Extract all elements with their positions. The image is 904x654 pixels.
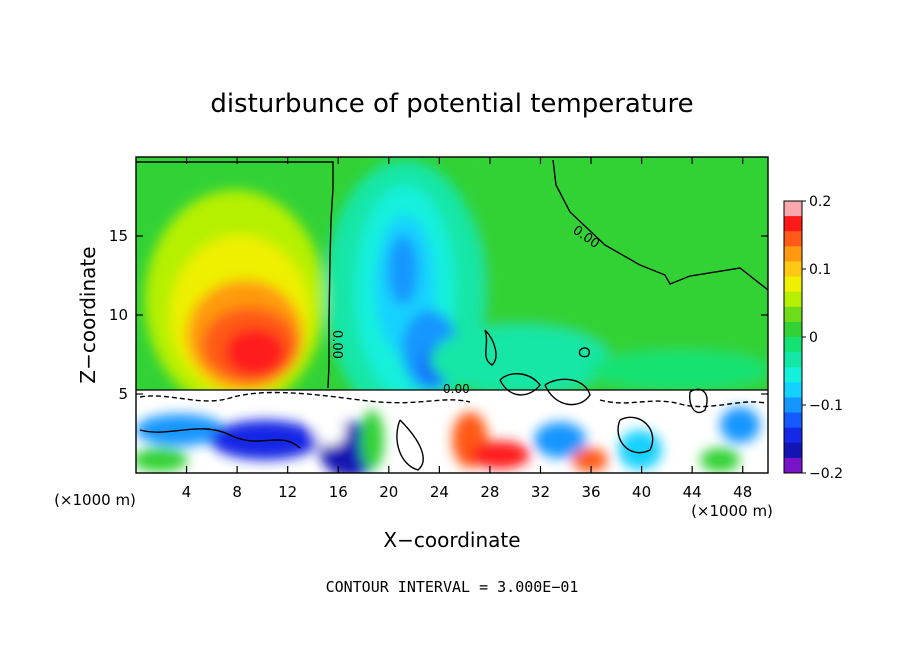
plot-area: 0.00 0.00 0.00 — [136, 157, 768, 473]
x-tick-label: 12 — [278, 483, 297, 501]
dashed-contour — [139, 391, 471, 404]
lower-blob — [136, 448, 188, 472]
contour-interval: CONTOUR INTERVAL = 3.000E−01 — [326, 578, 579, 596]
contour — [617, 416, 654, 454]
colorbar-swatch — [784, 276, 802, 293]
colorbar-swatch — [784, 306, 802, 323]
field-cold-low-4 — [590, 350, 768, 390]
colorbar-swatch — [784, 246, 802, 262]
x-axis: 4 8 12 16 20 24 28 32 36 40 44 48 — [182, 157, 752, 501]
field-cold-low-3 — [430, 325, 610, 395]
colorbar-swatch — [784, 231, 802, 247]
lower-blob — [572, 448, 608, 472]
lower-blob — [720, 407, 760, 443]
x-unit-left: (×1000 m) — [54, 491, 136, 509]
contour-label: 0.00 — [443, 382, 470, 396]
colorbar-tick-label: 0.2 — [809, 194, 831, 210]
colorbar-swatch — [784, 201, 802, 217]
y-tick-label: 5 — [118, 385, 128, 403]
colorbar-ticks: 0.2 0.1 0 −0.1 −0.2 — [802, 194, 843, 482]
x-tick-label: 4 — [182, 483, 192, 501]
zero-contour-left — [136, 161, 334, 389]
x-unit-right: (×1000 m) — [691, 502, 773, 520]
colorbar: 0.2 0.1 0 −0.1 −0.2 — [783, 194, 843, 482]
contour — [688, 388, 708, 414]
x-axis-label: X−coordinate — [383, 528, 520, 552]
lower-blob — [314, 418, 346, 446]
colorbar-swatch — [784, 397, 802, 413]
contour — [499, 373, 541, 396]
x-tick-label: 20 — [379, 483, 398, 501]
colorbar-swatch — [784, 427, 802, 444]
colorbar-swatch — [784, 216, 802, 232]
zero-contour-right — [552, 159, 768, 291]
colorbar-swatch — [784, 321, 802, 338]
field-layer — [145, 157, 768, 420]
x-tick-label: 36 — [581, 483, 600, 501]
x-tick-label: 44 — [683, 483, 702, 501]
colorbar-tick-label: −0.1 — [809, 398, 843, 414]
colorbar-swatch — [784, 291, 802, 308]
colorbar-swatch — [784, 457, 802, 474]
colorbar-tick-label: 0 — [809, 330, 818, 346]
colorbar-swatch — [784, 261, 802, 277]
lower-blob — [618, 430, 662, 470]
x-tick-label: 16 — [329, 483, 348, 501]
colorbar-swatch — [784, 352, 802, 368]
lower-blob — [700, 448, 740, 472]
contour-lines — [136, 159, 768, 471]
colorbar-swatch — [784, 412, 802, 429]
contour — [139, 428, 301, 449]
lower-blob — [470, 441, 530, 469]
colorbar-tick-label: −0.2 — [809, 466, 843, 482]
field-cold-4 — [388, 235, 418, 305]
y-axis-label: Z−coordinate — [76, 246, 100, 383]
x-tick-label: 8 — [232, 483, 242, 501]
contour-label: 0.00 — [329, 330, 344, 359]
dashed-contour — [599, 399, 766, 408]
colorbar-swatch — [784, 337, 802, 353]
contour — [484, 329, 497, 366]
x-tick-label: 32 — [531, 483, 550, 501]
y-axis: 5 10 15 — [109, 227, 768, 403]
x-tick-label: 48 — [733, 483, 752, 501]
lower-layer — [136, 390, 768, 473]
contour — [396, 419, 424, 471]
colorbar-tick-label: 0.1 — [809, 262, 831, 278]
chart-title: disturbunce of potential temperature — [210, 89, 693, 119]
field-warm-core — [225, 328, 285, 376]
colorbar-swatch — [784, 367, 802, 383]
colorbar-swatch — [784, 382, 802, 398]
y-tick-label: 10 — [109, 306, 128, 324]
x-tick-label: 24 — [430, 483, 449, 501]
lower-blob — [534, 422, 586, 458]
lower-blob — [360, 410, 384, 470]
contour — [578, 347, 590, 358]
x-tick-label: 40 — [632, 483, 651, 501]
contour — [544, 378, 591, 406]
colorbar-swatches — [784, 201, 802, 474]
colorbar-swatch — [784, 442, 802, 459]
y-tick-label: 15 — [109, 227, 128, 245]
x-tick-label: 28 — [480, 483, 499, 501]
